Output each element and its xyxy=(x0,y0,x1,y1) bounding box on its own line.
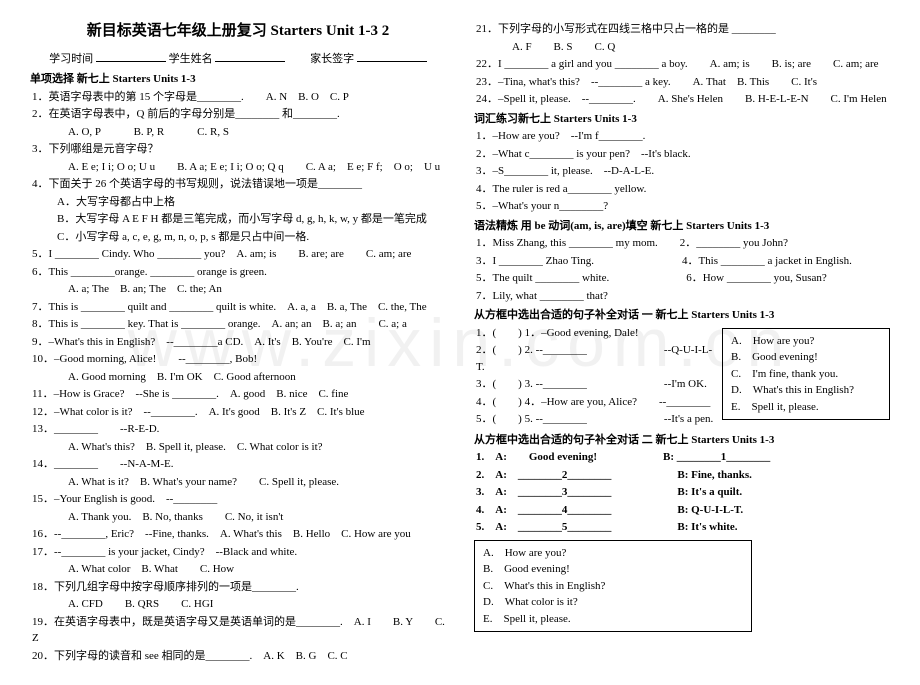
section-2-title: 词汇练习新七上 Starters Units 1-3 xyxy=(474,111,890,128)
sign-blank xyxy=(357,49,427,62)
q21-options: A. F B. S C. Q xyxy=(474,39,890,56)
section-4-title: 从方框中选出合适的句子补全对话 一 新七上 Starters Units 1-3 xyxy=(474,307,890,324)
v1: 1．–How are you? --I'm f________. xyxy=(474,128,890,145)
box2-a: A. How are you? xyxy=(483,545,743,562)
d2-4a: 4. A: ________4________ xyxy=(476,504,611,516)
q18-options: A. CFD B. QRS C. HGI xyxy=(30,596,446,613)
name-label: 学生姓名 xyxy=(169,53,213,65)
q8: 8．This is ________ key. That is ________… xyxy=(30,316,446,333)
left-column: 新目标英语七年级上册复习 Starters Unit 1-3 2 学习时间 学生… xyxy=(30,20,446,665)
d1-3: 3．( ) 3. --________ --I'm OK. xyxy=(474,376,714,393)
q22: 22．I ________ a girl and you ________ a … xyxy=(474,56,890,73)
q13: 13．________ --R-E-D. xyxy=(30,421,446,438)
d2-4b: B: Q-U-I-L-T. xyxy=(677,504,743,516)
d1-2: 2．( ) 2. --________ --Q-U-I-L-T. xyxy=(474,342,714,375)
v4: 4．The ruler is red a________ yellow. xyxy=(474,181,890,198)
v3: 3．–S________ it, please. --D-A-L-E. xyxy=(474,163,890,180)
q11: 11．–How is Grace? --She is ________. A. … xyxy=(30,386,446,403)
page: 新目标英语七年级上册复习 Starters Unit 1-3 2 学习时间 学生… xyxy=(30,20,890,665)
dialog2: 1. A: Good evening! B: ________1________… xyxy=(474,449,890,536)
box1-c: C. I'm fine, thank you. xyxy=(731,366,881,383)
options-box-2: A. How are you? B. Good evening! C. What… xyxy=(474,540,752,633)
d2-5a: 5. A: ________5________ xyxy=(476,521,611,533)
q14: 14．________ --N-A-M-E. xyxy=(30,456,446,473)
d2-3: 3. A: ________3________ B: It's a quilt. xyxy=(474,484,890,501)
q4b: B．大写字母 A E F H 都是三笔完成，而小写字母 d, g, h, k, … xyxy=(30,211,446,228)
sign-label: 家长签字 xyxy=(310,53,354,65)
time-blank xyxy=(96,49,166,62)
d2-2b: B: Fine, thanks. xyxy=(677,469,752,481)
q18: 18．下列几组字母中按字母顺序排列的一项是________. xyxy=(30,579,446,596)
q14-options: A. What is it? B. What's your name? C. S… xyxy=(30,474,446,491)
d2-3b: B: It's a quilt. xyxy=(677,486,742,498)
header-line: 学习时间 学生姓名 家长签字 xyxy=(30,49,446,68)
q4: 4．下面关于 26 个英语字母的书写规则，说法错误地一项是________ xyxy=(30,176,446,193)
section-5-title: 从方框中选出合适的句子补全对话 二 新七上 Starters Units 1-3 xyxy=(474,432,890,449)
q6-options: A. a; The B. an; The C. the; An xyxy=(30,281,446,298)
right-column: 21．下列字母的小写形式在四线三格中只占一格的是 ________ A. F B… xyxy=(474,20,890,665)
q1: 1．英语字母表中的第 15 个字母是________. A. N B. O C.… xyxy=(30,89,446,106)
d2-3a: 3. A: ________3________ xyxy=(476,486,611,498)
q12: 12．–What color is it? --________. A. It'… xyxy=(30,404,446,421)
v2: 2．–What c________ is your pen? --It's bl… xyxy=(474,146,890,163)
q23: 23．–Tina, what's this? --________ a key.… xyxy=(474,74,890,91)
d2-1: 1. A: Good evening! B: ________1________ xyxy=(474,449,890,466)
q15-options: A. Thank you. B. No, thanks C. No, it is… xyxy=(30,509,446,526)
d2-5b: B: It's white. xyxy=(677,521,737,533)
q3: 3．下列哪组是元音字母？ xyxy=(30,141,446,158)
d1-1: 1．( ) 1．–Good evening, Dale! xyxy=(474,325,714,342)
q4a: A．大写字母都占中上格 xyxy=(30,194,446,211)
q17: 17．--________ is your jacket, Cindy? --B… xyxy=(30,544,446,561)
box1-b: B. Good evening! xyxy=(731,349,881,366)
section-3-title: 语法精炼 用 be 动词(am, is, are)填空 新七上 Starters… xyxy=(474,218,890,235)
dialog1-row: 1．( ) 1．–Good evening, Dale! 2．( ) 2. --… xyxy=(474,324,890,429)
section-1-title: 单项选择 新七上 Starters Units 1-3 xyxy=(30,71,446,88)
v5: 5．–What's your n________? xyxy=(474,198,890,215)
box2-c: C. What's this in English? xyxy=(483,578,743,595)
box2-b: B. Good evening! xyxy=(483,561,743,578)
g7: 7．Lily, what ________ that? xyxy=(474,288,890,305)
q2: 2．在英语字母表中，Q 前后的字母分别是________ 和________. xyxy=(30,106,446,123)
d2-5: 5. A: ________5________ B: It's white. xyxy=(474,519,890,536)
q7: 7．This is ________ quilt and ________ qu… xyxy=(30,299,446,316)
q17-options: A. What color B. What C. How xyxy=(30,561,446,578)
options-box-1: A. How are you? B. Good evening! C. I'm … xyxy=(722,328,890,421)
d2-1b: B: ________1________ xyxy=(663,451,770,463)
box1-d: D. What's this in English? xyxy=(731,382,881,399)
g3: 3．I ________ Zhao Ting. 4．This ________ … xyxy=(474,253,890,270)
q3-options: A. E e; I i; O o; U u B. A a; E e; I i; … xyxy=(30,159,446,176)
box1-a: A. How are you? xyxy=(731,333,881,350)
main-title: 新目标英语七年级上册复习 Starters Unit 1-3 2 xyxy=(30,20,446,43)
dialog1-lines: 1．( ) 1．–Good evening, Dale! 2．( ) 2. --… xyxy=(474,324,714,429)
name-blank xyxy=(215,49,285,62)
box1-e: E. Spell it, please. xyxy=(731,399,881,416)
g1: 1．Miss Zhang, this ________ my mom. 2．__… xyxy=(474,235,890,252)
q19: 19．在英语字母表中，既是英语字母又是英语单词的是________. A. I … xyxy=(30,614,446,647)
g5: 5．The quilt ________ white. 6．How ______… xyxy=(474,270,890,287)
d1-5: 5．( ) 5. --________ --It's a pen. xyxy=(474,411,714,428)
q9: 9．–What's this in English? --________a C… xyxy=(30,334,446,351)
q4c: C．小写字母 a, c, e, g, m, n, o, p, s 都是只占中间一… xyxy=(30,229,446,246)
q15: 15．–Your English is good. --________ xyxy=(30,491,446,508)
q21: 21．下列字母的小写形式在四线三格中只占一格的是 ________ xyxy=(474,21,890,38)
box2-d: D. What color is it? xyxy=(483,594,743,611)
q6: 6．This ________orange. ________ orange i… xyxy=(30,264,446,281)
box2-e: E. Spell it, please. xyxy=(483,611,743,628)
q10-options: A. Good morning B. I'm OK C. Good aftern… xyxy=(30,369,446,386)
q10: 10．–Good morning, Alice! --________, Bob… xyxy=(30,351,446,368)
q16: 16．--________, Eric? --Fine, thanks. A. … xyxy=(30,526,446,543)
d2-2a: 2. A: ________2________ xyxy=(476,469,611,481)
d1-4: 4．( ) 4．–How are you, Alice? --________ xyxy=(474,394,714,411)
q2-options: A. O, P B. P, R C. R, S xyxy=(30,124,446,141)
q24: 24．–Spell it, please. --________. A. She… xyxy=(474,91,890,108)
d2-4: 4. A: ________4________ B: Q-U-I-L-T. xyxy=(474,502,890,519)
time-label: 学习时间 xyxy=(49,53,93,65)
d2-1a: 1. A: Good evening! xyxy=(476,451,597,463)
q5: 5．I ________ Cindy. Who ________ you? A.… xyxy=(30,246,446,263)
q13-options: A. What's this? B. Spell it, please. C. … xyxy=(30,439,446,456)
d2-2: 2. A: ________2________ B: Fine, thanks. xyxy=(474,467,890,484)
